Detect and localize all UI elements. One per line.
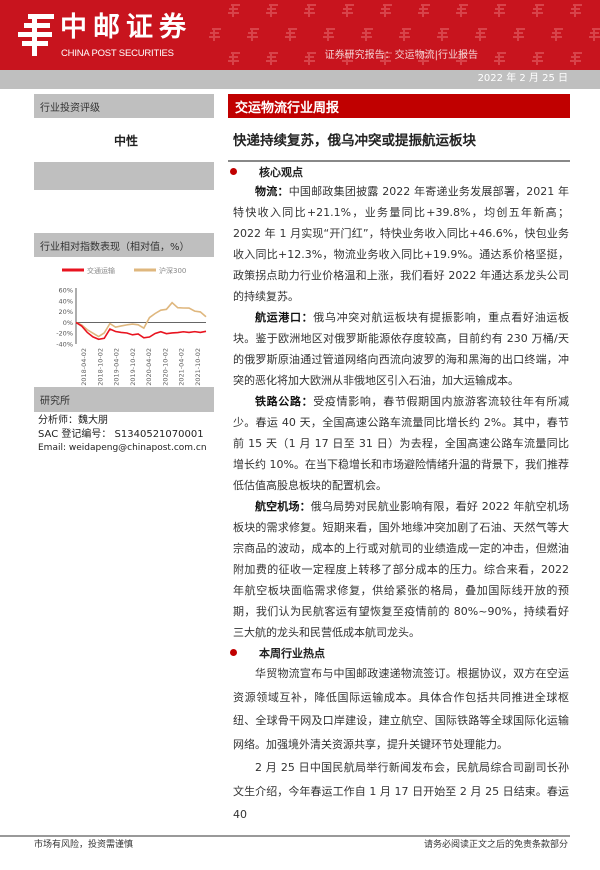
pattern-mark: [304, 52, 316, 65]
pattern-mark: [304, 4, 316, 17]
pattern-mark: [266, 52, 278, 65]
pattern-mark: [532, 52, 544, 65]
y-tick-label: 60%: [59, 287, 73, 295]
chart-box-label: 行业相对指数表现（相对值，%）: [34, 233, 214, 257]
y-tick-label: -40%: [56, 341, 73, 349]
paragraph: 航空机场：俄乌局势对民航业影响有限，看好 2022 年航空机场板块的需求修复。短…: [233, 500, 569, 639]
series-line: [75, 301, 207, 338]
report-title: 交运物流行业周报: [228, 94, 570, 118]
pattern-mark: [456, 4, 468, 17]
main-content: 交运物流行业周报 快递持续复苏，俄乌冲突或提振航运板块 核心观点 物流：中国邮政…: [228, 94, 570, 835]
pattern-mark: [589, 28, 600, 41]
report-subtitle: 快递持续复苏，俄乌冲突或提振航运板块: [233, 133, 476, 149]
pattern-mark: [228, 52, 240, 65]
pattern-mark: [399, 28, 411, 41]
disclaimer-note: 请务必阅读正文之后的免责条款部分: [423, 839, 568, 850]
sidebar: 行业投资评级 中性 行业相对指数表现（相对值，%） 交通运输 沪深300 60% 40…: [34, 94, 214, 765]
page-footer: 市场有风险，投资需谨慎 请务必阅读正文之后的免责条款部分: [0, 834, 600, 870]
pattern-mark: [456, 52, 468, 65]
report-type: 证券研究报告：交运物流|行业报告: [324, 50, 478, 61]
legend-label: 交通运输: [87, 266, 115, 275]
x-tick-label: 2018-04-02: [80, 348, 88, 386]
paragraph: 航运港口：俄乌冲突对航运板块有提振影响，重点看好油运板块。鉴于欧洲地区对俄罗斯能…: [233, 311, 570, 387]
pattern-mark: [418, 4, 430, 17]
pattern-mark: [494, 52, 506, 65]
divider: [228, 160, 570, 162]
pattern-mark: [342, 4, 354, 17]
pattern-mark: [380, 52, 392, 65]
date-bar: [0, 70, 600, 89]
pattern-mark: [361, 28, 373, 41]
pattern-mark: [342, 52, 354, 65]
risk-warning: 市场有风险，投资需谨慎: [34, 839, 134, 850]
y-tick-label: 40%: [59, 297, 73, 305]
pattern-mark: [380, 4, 392, 17]
bullet-icon: [230, 168, 237, 175]
pattern-mark: [532, 4, 544, 17]
footer-divider: [0, 834, 570, 837]
sac-number: SAC 登记编号： S1340521070001: [38, 429, 204, 440]
x-tick-label: 2021-04-02: [178, 348, 186, 386]
paragraph: 铁路公路：受疫情影响，春节假期国内旅游客流较往年有所减少。春运 40 天，全国高…: [233, 395, 570, 492]
series-line: [75, 321, 207, 341]
content-columns: 行业投资评级 中性 行业相对指数表现（相对值，%） 交通运输 沪深300 60% 40…: [0, 94, 600, 835]
report-date: 2022 年 2 月 25 日: [477, 73, 568, 84]
paragraph: 物流：中国邮政集团披露 2022 年寄递业务发展部署，2021 年特快收入同比+…: [233, 185, 570, 303]
paragraph: 华贸物流宣布与中国邮政速递物流签订。根据协议，双方在空运资源领域互补，降低国际运…: [233, 667, 569, 751]
pattern-mark: [494, 4, 506, 17]
core-views: 物流：中国邮政集团披露 2022 年寄递业务发展部署，2021 年特快收入同比+…: [233, 181, 569, 643]
section-heading: 核心观点: [230, 165, 570, 181]
industry-news: 华贸物流宣布与中国邮政速递物流签订。根据协议，双方在空运资源领域互补，降低国际运…: [233, 662, 569, 827]
pattern-mark: [209, 28, 221, 41]
pattern-mark: [247, 28, 259, 41]
brand-name: 中邮证券: [60, 12, 192, 43]
report-header: 中邮证券 CHINA POST SECURITIES 证券研究报告：交运物流|行…: [0, 0, 600, 70]
analyst-email[interactable]: Email: weidapeng@chinapost.com.cn: [38, 443, 207, 453]
pattern-mark: [570, 52, 582, 65]
blank-box: [34, 162, 214, 190]
pattern-mark: [228, 4, 240, 17]
pattern-mark: [551, 28, 563, 41]
pattern-mark: [437, 28, 449, 41]
bullet-icon: [230, 649, 237, 656]
y-tick-label: 0%: [63, 319, 73, 327]
y-tick-label: -20%: [56, 330, 73, 338]
section-heading: 本周行业热点: [230, 646, 570, 662]
pattern-mark: [513, 28, 525, 41]
x-tick-label: 2018-10-02: [96, 348, 104, 386]
brand-name-en: CHINA POST SECURITIES: [61, 48, 174, 59]
china-post-logo-icon: [18, 14, 54, 56]
y-tick-label: 20%: [59, 308, 73, 316]
logo-pattern: [209, 4, 600, 65]
relative-index-chart: 交通运输 沪深300 60% 40% 20% 0% -20% -40% 2018-04-02 20…: [56, 266, 207, 386]
rating-value: 中性: [114, 134, 139, 148]
x-tick-label: 2020-04-02: [145, 348, 153, 386]
institute-label: 研究所: [34, 387, 214, 412]
x-tick-label: 2020-10-02: [161, 348, 169, 386]
pattern-mark: [285, 28, 297, 41]
pattern-mark: [418, 52, 430, 65]
pattern-mark: [323, 28, 335, 41]
pattern-mark: [475, 28, 487, 41]
x-tick-label: 2019-04-02: [113, 348, 121, 386]
legend-label: 沪深300: [159, 266, 186, 275]
x-tick-label: 2021-10-02: [194, 348, 202, 386]
pattern-mark: [570, 4, 582, 17]
x-tick-label: 2019-10-02: [129, 348, 137, 386]
pattern-mark: [266, 4, 278, 17]
analyst-name: 分析师：魏大朋: [38, 415, 108, 426]
paragraph: 2 月 25 日中国民航局举行新闻发布会，民航局综合司副司长孙文生介绍，今年春运…: [233, 761, 569, 821]
rating-label: 行业投资评级: [34, 94, 214, 118]
